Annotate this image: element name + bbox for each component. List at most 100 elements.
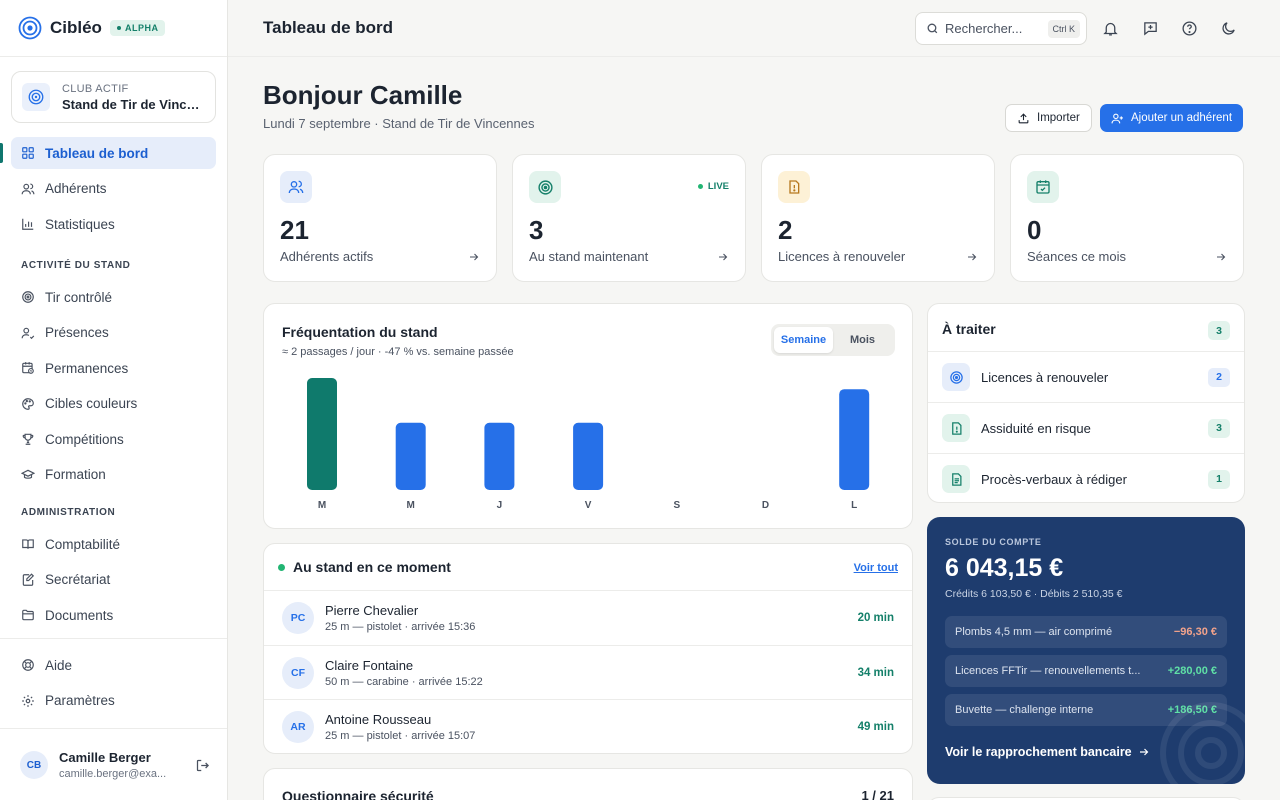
moon-icon[interactable] xyxy=(1218,18,1238,38)
quiz-title: Questionnaire sécurité xyxy=(282,788,434,800)
search-input[interactable]: Rechercher... Ctrl K xyxy=(915,12,1087,45)
sidebar-item-permanences[interactable]: Permanences xyxy=(11,352,216,384)
add-member-button[interactable]: Ajouter un adhérent xyxy=(1100,104,1244,132)
toggle-week[interactable]: Semaine xyxy=(774,327,833,353)
count-badge: 2 xyxy=(1208,367,1230,387)
transaction-row[interactable]: Licences FFTir — renouvellements t... +2… xyxy=(945,655,1227,687)
arrow-right-icon xyxy=(966,251,978,263)
bank-reconciliation-link[interactable]: Voir le rapprochement bancaire xyxy=(945,745,1150,759)
sidebar-item-secretariat[interactable]: Secrétariat xyxy=(11,564,216,596)
sidebar-item-formation[interactable]: Formation xyxy=(11,459,216,491)
logout-icon[interactable] xyxy=(195,758,210,773)
stat-card-members[interactable]: 21 Adhérents actifs xyxy=(263,154,497,282)
todo-card: À traiter 3 Licences à renouveler 2 Assi… xyxy=(927,303,1245,503)
stat-label: Au stand maintenant xyxy=(529,249,649,264)
bar-2[interactable] xyxy=(484,422,515,490)
user-plus-icon xyxy=(1111,112,1124,125)
user-profile[interactable]: CB Camille Berger camille.berger@exa... xyxy=(20,750,210,780)
bar-3[interactable] xyxy=(573,422,604,490)
add-member-label: Ajouter un adhérent xyxy=(1131,112,1233,124)
stat-card-licences[interactable]: 2 Licences à renouveler xyxy=(761,154,995,282)
x-tick-label: M xyxy=(318,500,326,511)
sidebar-item-label: Permanences xyxy=(45,360,129,376)
grid-icon xyxy=(21,146,35,160)
bar-chart-icon xyxy=(21,217,35,231)
club-switcher[interactable]: CLUB ACTIF Stand de Tir de Vincennes xyxy=(11,71,216,123)
todo-label: Procès-verbaux à rédiger xyxy=(981,471,1127,487)
bank-reconciliation-label: Voir le rapprochement bancaire xyxy=(945,745,1132,759)
bar-6[interactable] xyxy=(839,389,870,490)
x-tick-label: L xyxy=(851,500,857,511)
quiz-progress: 1 / 21 xyxy=(861,788,894,800)
sidebar-item-label: Comptabilité xyxy=(45,536,121,552)
book-icon xyxy=(21,537,35,551)
sidebar: Cibléo ALPHA CLUB ACTIF Stand de Tir de … xyxy=(0,0,228,800)
todo-item[interactable]: Procès-verbaux à rédiger 1 xyxy=(942,454,1230,504)
transaction-amount: +186,50 € xyxy=(1167,704,1217,716)
upload-icon xyxy=(1017,112,1030,125)
arrow-right-icon xyxy=(1138,746,1150,758)
sidebar-item-label: Tir contrôlé xyxy=(45,289,113,305)
sidebar-item-tir-controle[interactable]: Tir contrôlé xyxy=(11,281,216,313)
sidebar-item-label: Aide xyxy=(45,657,73,673)
user-name: Camille Berger xyxy=(59,750,151,765)
sidebar-item-presences[interactable]: Présences xyxy=(11,317,216,349)
divider xyxy=(264,645,912,646)
stat-card-present[interactable]: LIVE 3 Au stand maintenant xyxy=(512,154,746,282)
transaction-row[interactable]: Plombs 4,5 mm — air comprimé −96,30 € xyxy=(945,616,1227,648)
chart-subtitle: ≈ 2 passages / jour · -47 % vs. semaine … xyxy=(282,346,514,358)
bar-0[interactable] xyxy=(307,378,337,490)
x-tick-label: M xyxy=(407,500,415,511)
transaction-amount: −96,30 € xyxy=(1173,626,1217,638)
sidebar-item-statistiques[interactable]: Statistiques xyxy=(11,208,216,240)
sidebar-item-tableau-de-bord[interactable]: Tableau de bord xyxy=(11,137,216,169)
sidebar-item-label: Statistiques xyxy=(45,216,115,232)
sidebar-item-adherents[interactable]: Adhérents xyxy=(11,173,216,205)
todo-item[interactable]: Assiduité en risque 3 xyxy=(942,403,1230,453)
sidebar-item-aide[interactable]: Aide xyxy=(11,649,216,681)
sidebar-item-competitions[interactable]: Compétitions xyxy=(11,423,216,455)
avatar: PC xyxy=(282,602,314,634)
live-badge: LIVE xyxy=(697,181,729,192)
divider xyxy=(928,351,1244,352)
quiz-card[interactable]: Questionnaire sécurité 1 / 21 xyxy=(263,768,913,800)
section-admin: ADMINISTRATION xyxy=(21,506,116,518)
stat-card-sessions[interactable]: 0 Séances ce mois xyxy=(1010,154,1244,282)
divider xyxy=(928,402,1244,403)
sidebar-divider xyxy=(0,728,227,729)
sidebar-item-label: Compétitions xyxy=(45,431,124,447)
stat-value: 3 xyxy=(529,215,544,245)
sidebar-item-comptabilite[interactable]: Comptabilité xyxy=(11,528,216,560)
message-plus-icon[interactable] xyxy=(1140,18,1160,38)
x-tick-label: S xyxy=(673,500,680,511)
bar-1[interactable] xyxy=(395,422,426,490)
help-circle-icon xyxy=(21,658,35,672)
status-dot xyxy=(278,563,285,571)
transaction-label: Licences FFTir — renouvellements t... xyxy=(955,665,1141,677)
list-item[interactable]: CF Claire Fontaine 50 m — carabine · arr… xyxy=(282,646,894,700)
todo-item[interactable]: Licences à renouveler 2 xyxy=(942,352,1230,402)
users-icon xyxy=(280,171,312,203)
divider xyxy=(264,590,912,591)
help-icon[interactable] xyxy=(1179,18,1199,38)
todo-total-badge: 3 xyxy=(1208,321,1230,340)
import-button[interactable]: Importer xyxy=(1005,104,1092,132)
users-icon xyxy=(21,182,35,196)
bell-icon[interactable] xyxy=(1100,18,1120,38)
see-all-link[interactable]: Voir tout xyxy=(853,562,898,574)
sidebar-item-documents[interactable]: Documents xyxy=(11,599,216,631)
folder-icon xyxy=(21,608,35,622)
club-target-icon xyxy=(22,83,50,111)
toggle-month[interactable]: Mois xyxy=(849,334,876,346)
transaction-row[interactable]: Buvette — challenge interne +186,50 € xyxy=(945,694,1227,726)
club-name: Stand de Tir de Vincennes xyxy=(62,96,204,112)
calendar-clock-icon xyxy=(21,361,35,375)
gear-icon xyxy=(21,694,35,708)
list-item[interactable]: PC Pierre Chevalier 25 m — pistolet · ar… xyxy=(282,591,894,645)
list-item[interactable]: AR Antoine Rousseau 25 m — pistolet · ar… xyxy=(282,700,894,754)
sidebar-item-parametres[interactable]: Paramètres xyxy=(11,685,216,717)
sidebar-item-label: Documents xyxy=(45,607,114,623)
avatar: CF xyxy=(282,657,314,689)
person-name: Antoine Rousseau xyxy=(325,712,432,727)
sidebar-item-cibles-couleurs[interactable]: Cibles couleurs xyxy=(11,388,216,420)
